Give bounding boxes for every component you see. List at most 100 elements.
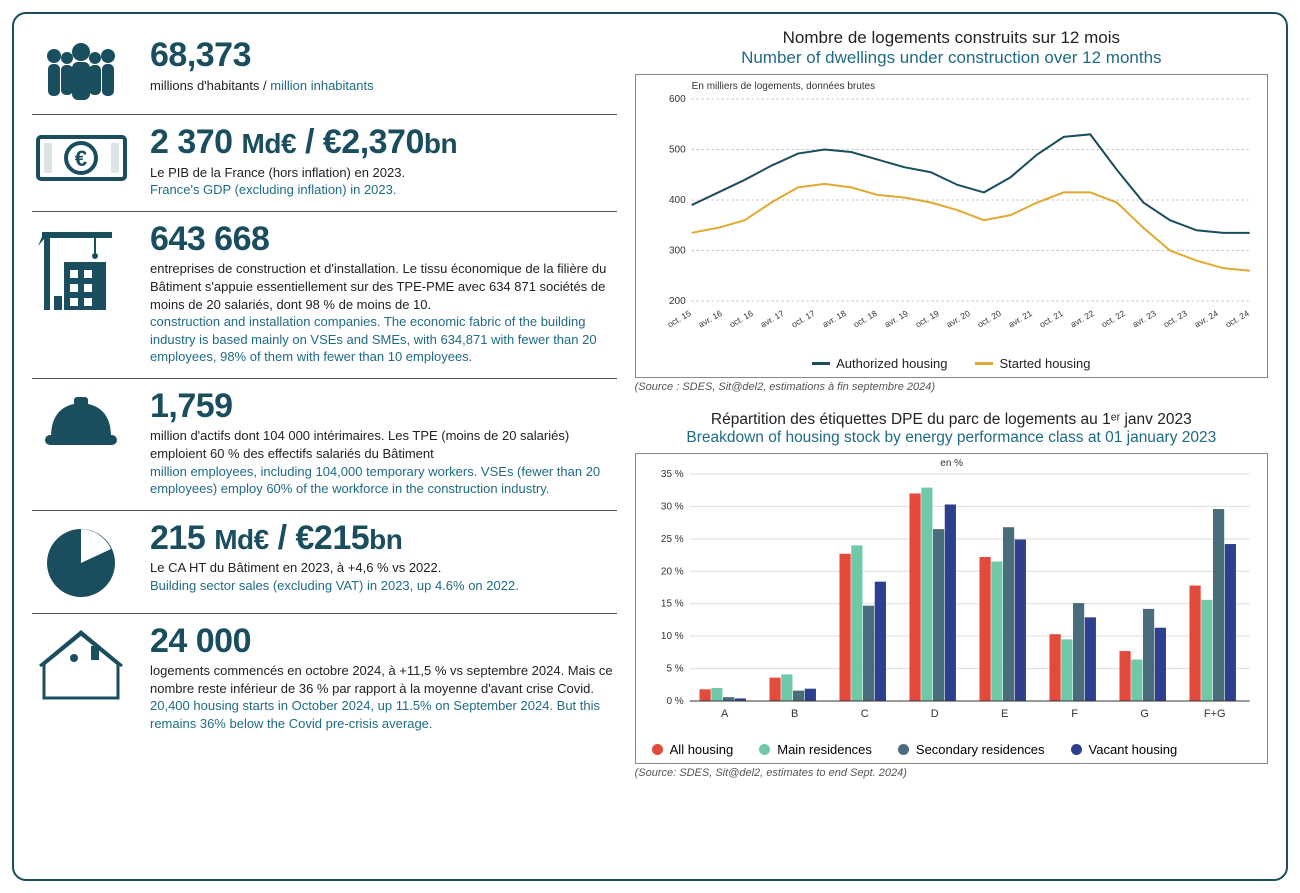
svg-text:F+G: F+G xyxy=(1203,708,1225,720)
svg-text:35 %: 35 % xyxy=(661,469,684,480)
svg-text:10 %: 10 % xyxy=(661,631,684,642)
svg-text:500: 500 xyxy=(669,145,686,156)
svg-text:avr. 17: avr. 17 xyxy=(758,308,785,330)
svg-text:F: F xyxy=(1071,708,1078,720)
svg-text:avr. 24: avr. 24 xyxy=(1192,308,1219,330)
line-chart-block: Nombre de logements construits sur 12 mo… xyxy=(635,28,1268,393)
svg-text:avr. 23: avr. 23 xyxy=(1130,308,1157,330)
svg-text:20 %: 20 % xyxy=(661,566,684,577)
stat-text: 2 370 Md€ / €2,370bn Le PIB de la France … xyxy=(150,125,617,199)
crane-icon xyxy=(32,222,130,316)
svg-text:avr. 20: avr. 20 xyxy=(944,308,971,330)
svg-text:oct. 17: oct. 17 xyxy=(789,308,816,330)
line-chart-title-fr: Nombre de logements construits sur 12 mo… xyxy=(635,28,1268,48)
stat-desc-fr: millions d'habitants / million inhabitan… xyxy=(150,77,617,95)
legend-item: Secondary residences xyxy=(898,742,1045,757)
svg-text:oct. 24: oct. 24 xyxy=(1223,308,1250,330)
svg-text:A: A xyxy=(721,708,729,720)
stat-value: 1,759 xyxy=(150,389,617,425)
line-chart-svg: En milliers de logements, données brutes… xyxy=(636,75,1267,345)
stat-desc-en: million employees, including 104,000 tem… xyxy=(150,463,617,498)
legend-item: Main residences xyxy=(759,742,872,757)
svg-text:D: D xyxy=(930,708,938,720)
stat-row: 215 Md€ / €215bn Le CA HT du Bâtiment en … xyxy=(32,511,617,614)
page-frame: 68,373 millions d'habitants / million inh… xyxy=(12,12,1288,881)
bar-chart-title-fr: Répartition des étiquettes DPE du parc d… xyxy=(635,411,1268,429)
stat-desc-en: 20,400 housing starts in October 2024, u… xyxy=(150,697,617,732)
line-chart-box: En milliers de logements, données brutes… xyxy=(635,74,1268,378)
svg-text:C: C xyxy=(860,708,868,720)
svg-text:en %: en % xyxy=(940,458,963,469)
stat-value: 24 000 xyxy=(150,624,617,660)
svg-text:oct. 16: oct. 16 xyxy=(727,308,754,330)
svg-text:B: B xyxy=(791,708,798,720)
stat-row: 643 668entreprises de construction et d'… xyxy=(32,212,617,379)
svg-text:300: 300 xyxy=(669,246,686,257)
stats-column: 68,373 millions d'habitants / million inh… xyxy=(32,28,617,865)
bar-chart-block: Répartition des étiquettes DPE du parc d… xyxy=(635,411,1268,779)
legend-item: All housing xyxy=(652,742,734,757)
line-chart-title-en: Number of dwellings under construction o… xyxy=(635,48,1268,68)
stat-text: 643 668entreprises de construction et d'… xyxy=(150,222,617,366)
stat-text: 215 Md€ / €215bn Le CA HT du Bâtiment en … xyxy=(150,521,617,595)
svg-text:30 %: 30 % xyxy=(661,501,684,512)
svg-text:oct. 20: oct. 20 xyxy=(975,308,1002,330)
stat-value: 643 668 xyxy=(150,222,617,258)
svg-text:oct. 15: oct. 15 xyxy=(665,308,692,330)
stat-text: 68,373 millions d'habitants / million inh… xyxy=(150,38,617,94)
legend-item: Vacant housing xyxy=(1071,742,1178,757)
svg-text:600: 600 xyxy=(669,94,686,105)
stat-row: 1,759million d'actifs dont 104 000 intér… xyxy=(32,379,617,511)
stat-desc-en: France's GDP (excluding inflation) in 20… xyxy=(150,181,617,199)
svg-text:G: G xyxy=(1140,708,1149,720)
svg-text:avr. 16: avr. 16 xyxy=(696,308,723,330)
stat-value: 68,373 xyxy=(150,38,617,74)
house-icon xyxy=(32,624,130,704)
svg-text:25 %: 25 % xyxy=(661,534,684,545)
pie-icon xyxy=(32,521,130,601)
bar-chart-box: en % 0 % 5 % 10 % 15 % 20 % 25 % 30 % 35 % A B C D E F… xyxy=(635,453,1268,764)
svg-text:oct. 21: oct. 21 xyxy=(1037,308,1064,330)
euro-icon: € xyxy=(32,125,130,187)
legend-item: Started housing xyxy=(975,356,1090,371)
line-chart-legend: Authorized housing Started housing xyxy=(636,350,1267,377)
svg-text:0 %: 0 % xyxy=(666,696,683,707)
bar-chart-svg: en % 0 % 5 % 10 % 15 % 20 % 25 % 30 % 35 % A B C D E F… xyxy=(636,454,1267,729)
stat-desc-fr: Le PIB de la France (hors inflation) en … xyxy=(150,164,617,182)
stat-desc-fr: logements commencés en octobre 2024, à +… xyxy=(150,662,617,697)
bar-chart-title-en: Breakdown of housing stock by energy per… xyxy=(635,429,1268,447)
stat-desc-fr: Le CA HT du Bâtiment en 2023, à +4,6 % v… xyxy=(150,559,617,577)
stat-text: 1,759million d'actifs dont 104 000 intér… xyxy=(150,389,617,498)
svg-text:5 %: 5 % xyxy=(666,664,683,675)
stat-text: 24 000logements commencés en octobre 202… xyxy=(150,624,617,733)
svg-text:oct. 19: oct. 19 xyxy=(913,308,940,330)
bar-chart-legend: All housing Main residences Secondary resi… xyxy=(636,734,1267,763)
stat-desc-fr: entreprises de construction et d'install… xyxy=(150,260,617,313)
svg-text:avr. 18: avr. 18 xyxy=(820,308,847,330)
svg-text:En milliers de logements, donn: En milliers de logements, données brutes xyxy=(691,81,874,92)
charts-column: Nombre de logements construits sur 12 mo… xyxy=(635,28,1268,865)
people-icon xyxy=(32,38,130,102)
legend-item: Authorized housing xyxy=(812,356,947,371)
stat-row: 24 000logements commencés en octobre 202… xyxy=(32,614,617,745)
svg-text:avr. 22: avr. 22 xyxy=(1068,308,1095,330)
stat-value: 2 370 Md€ / €2,370bn xyxy=(150,125,617,161)
svg-text:oct. 18: oct. 18 xyxy=(851,308,878,330)
svg-text:avr. 19: avr. 19 xyxy=(882,308,909,330)
stat-value: 215 Md€ / €215bn xyxy=(150,521,617,557)
svg-text:oct. 22: oct. 22 xyxy=(1099,308,1126,330)
helmet-icon xyxy=(32,389,130,459)
svg-text:15 %: 15 % xyxy=(661,599,684,610)
svg-text:400: 400 xyxy=(669,195,686,206)
svg-text:oct. 23: oct. 23 xyxy=(1161,308,1188,330)
svg-text:avr. 21: avr. 21 xyxy=(1006,308,1033,330)
stat-desc-en: Building sector sales (excluding VAT) in… xyxy=(150,577,617,595)
stat-row: € 2 370 Md€ / €2,370bn Le PIB de la Franc… xyxy=(32,115,617,212)
svg-text:€: € xyxy=(74,146,86,171)
svg-text:200: 200 xyxy=(669,296,686,307)
stat-desc-fr: million d'actifs dont 104 000 intérimair… xyxy=(150,427,617,462)
stat-desc-en: construction and installation companies.… xyxy=(150,313,617,366)
svg-text:E: E xyxy=(1001,708,1008,720)
bar-chart-source: (Source: SDES, Sit@del2, estimates to en… xyxy=(635,767,1268,779)
line-chart-source: (Source : SDES, Sit@del2, estimations à … xyxy=(635,381,1268,393)
